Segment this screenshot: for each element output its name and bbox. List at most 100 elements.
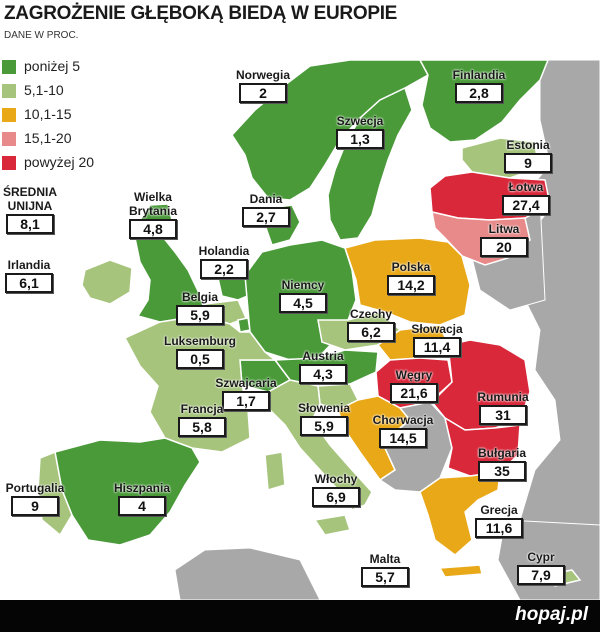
country-name: Włochy [314,472,358,486]
footer-bar: hopaj.pl [0,600,600,632]
country-value: 20 [480,237,528,257]
country-value: 7,9 [517,565,565,585]
country-rumunia: Rumunia 31 [466,390,540,425]
country-belgia: Belgia 5,9 [168,290,232,325]
greece-shape [419,471,501,556]
country-polska: Polska 14,2 [378,260,444,295]
country-name: Hiszpania [113,481,170,495]
country-value: 6,1 [5,273,53,293]
country-name: Słowacja [411,322,463,336]
country-name: Bułgaria [477,446,526,460]
country-value: 5,8 [178,417,226,437]
country-chorwacja: Chorwacja 14,5 [364,413,442,448]
sicily-shape [313,514,351,536]
legend-label: 10,1-15 [24,106,72,122]
country-name: Słowenia [297,401,350,415]
legend-swatch [2,84,16,98]
legend-label: powyżej 20 [24,154,95,170]
country-value: 14,5 [379,428,427,448]
country-finlandia: Finlandia 2,8 [440,68,518,103]
country-name: Łotwa [508,180,544,194]
sweden-shape [327,86,413,241]
italy-shape [267,379,373,511]
country-value: 5,9 [300,416,348,436]
country-name: Czechy [349,307,393,321]
country-wegry: Węgry 21,6 [382,368,446,403]
legend-swatch [2,132,16,146]
country-name: Malta [369,552,401,566]
country-name: Irlandia [7,258,51,272]
country-value: 31 [479,405,527,425]
country-francja: Francja 5,8 [168,402,236,437]
country-litwa: Litwa 20 [472,222,536,257]
country-name: Polska [391,260,431,274]
country-wielka-brytania: Wielka Brytania 4,8 [118,190,188,239]
country-name-line2: Brytania [128,204,178,218]
page-title: ZAGROŻENIE GŁĘBOKĄ BIEDĄ W EUROPIE [4,3,398,24]
legend-swatch [2,108,16,122]
country-value: 2,8 [455,83,503,103]
country-name: Grecja [480,503,518,517]
country-value: 2,2 [200,259,248,279]
country-holandia: Holandia 2,2 [190,244,258,279]
country-value: 2 [239,83,287,103]
country-name: Estonia [506,138,550,152]
country-value: 1,7 [222,391,270,411]
country-value: 9 [11,496,59,516]
country-value: 11,6 [475,518,523,538]
legend-label: poniżej 5 [24,58,81,74]
legend-swatch [2,156,16,170]
crete-shape [438,564,483,578]
country-name: Cypr [527,550,555,564]
legend-swatch [2,60,16,74]
brand-logo[interactable]: hopaj.pl [515,604,588,625]
country-name: Norwegia [235,68,290,82]
country-name: Rumunia [477,390,529,404]
country-slowenia: Słowenia 5,9 [290,401,358,436]
legend-label: 5,1-10 [24,82,64,98]
country-name: Niemcy [281,278,325,292]
country-slowacja: Słowacja 11,4 [400,322,474,357]
country-name: Litwa [488,222,520,236]
eu-average-label-line1: ŚREDNIA [2,185,57,199]
country-name: Belgia [181,290,218,304]
country-value: 11,4 [413,337,461,357]
country-value: 0,5 [176,349,224,369]
country-value: 4,3 [299,364,347,384]
spain-shape [54,437,201,546]
country-name: Węgry [395,368,433,382]
country-value: 5,7 [361,567,409,587]
country-name: Dania [249,192,283,206]
country-malta: Malta 5,7 [354,552,416,587]
country-value: 4,5 [279,293,327,313]
country-name: Chorwacja [372,413,434,427]
country-bulgaria: Bułgaria 35 [466,446,538,481]
country-portugalia: Portugalia 9 [0,481,70,516]
country-value: 27,4 [502,195,550,215]
country-value: 35 [478,461,526,481]
country-dania: Dania 2,7 [234,192,298,227]
country-wlochy: Włochy 6,9 [302,472,370,507]
country-szwecja: Szwecja 1,3 [325,114,395,149]
country-name: Portugalia [5,481,65,495]
country-name: Francja [180,402,224,416]
legend-label: 15,1-20 [24,130,72,146]
country-niemcy: Niemcy 4,5 [270,278,336,313]
country-value: 6,9 [312,487,360,507]
country-cypr: Cypr 7,9 [508,550,574,585]
country-name: Holandia [198,244,250,258]
country-austria: Austria 4,3 [290,349,356,384]
page-subtitle: DANE W PROC. [4,30,79,41]
country-name: Austria [302,349,344,363]
country-value: 21,6 [390,383,438,403]
ireland-shape [81,259,133,305]
country-szwajcaria: Szwajcaria 1,7 [204,376,288,411]
country-irlandia: Irlandia 6,1 [0,258,58,293]
country-name: Finlandia [452,68,506,82]
country-name: Luksemburg [163,334,236,348]
eu-average-label-line2: UNIJNA [7,199,53,213]
country-grecja: Grecja 11,6 [466,503,532,538]
country-value: 6,2 [347,322,395,342]
country-luksemburg: Luksemburg 0,5 [154,334,246,369]
